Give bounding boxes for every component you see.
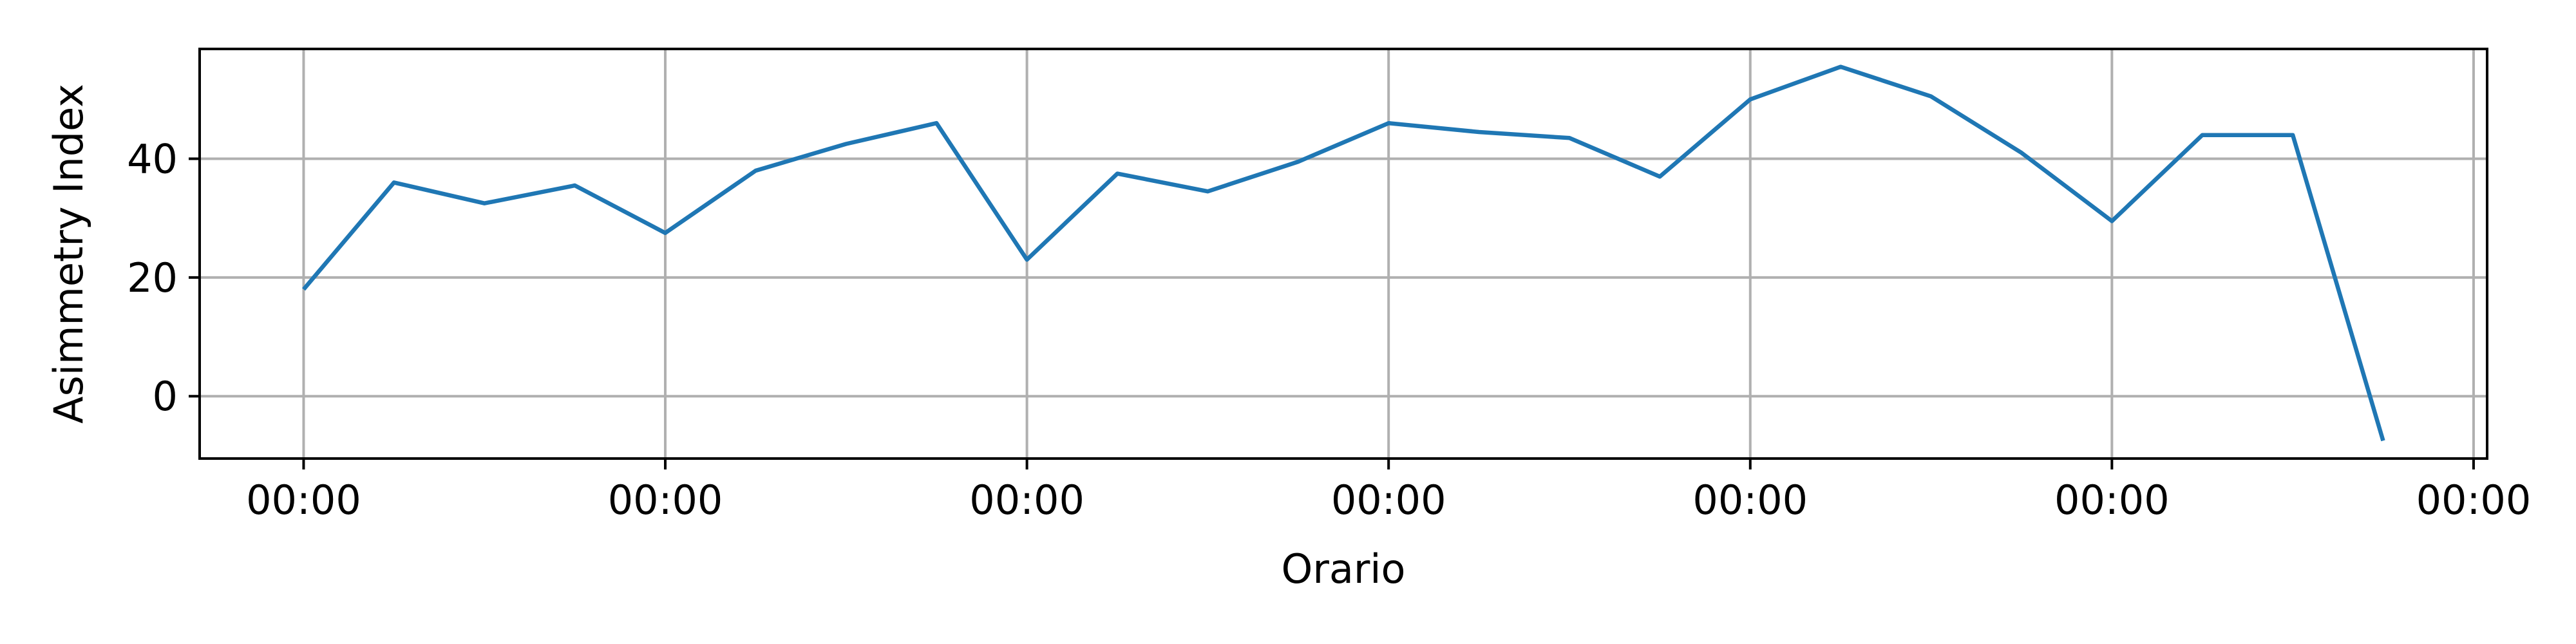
y-axis-label: Asimmetry Index: [45, 84, 92, 424]
y-tick-label-0: 0: [153, 373, 178, 420]
grid-lines: [200, 49, 2487, 459]
x-axis-ticks: 00:00 00:00 00:00 00:00 00:00 00:00 00:00: [246, 459, 2531, 524]
series-line-0: [302, 64, 2385, 442]
x-tick-label-2: 00:00: [969, 477, 1084, 524]
x-tick-label-4: 00:00: [1692, 477, 1808, 524]
series-layer: [302, 64, 2385, 442]
y-tick-label-1: 20: [127, 254, 178, 301]
x-tick-label-3: 00:00: [1331, 477, 1446, 524]
x-tick-label-1: 00:00: [608, 477, 723, 524]
x-tick-label-5: 00:00: [2054, 477, 2170, 524]
y-axis-ticks: 0 20 40: [127, 136, 200, 420]
x-axis-label: Orario: [1282, 545, 1406, 592]
x-tick-label-6: 00:00: [2416, 477, 2532, 524]
plot-area-frame: [198, 48, 2488, 460]
y-tick-label-2: 40: [127, 136, 178, 183]
x-tick-label-0: 00:00: [246, 477, 361, 524]
